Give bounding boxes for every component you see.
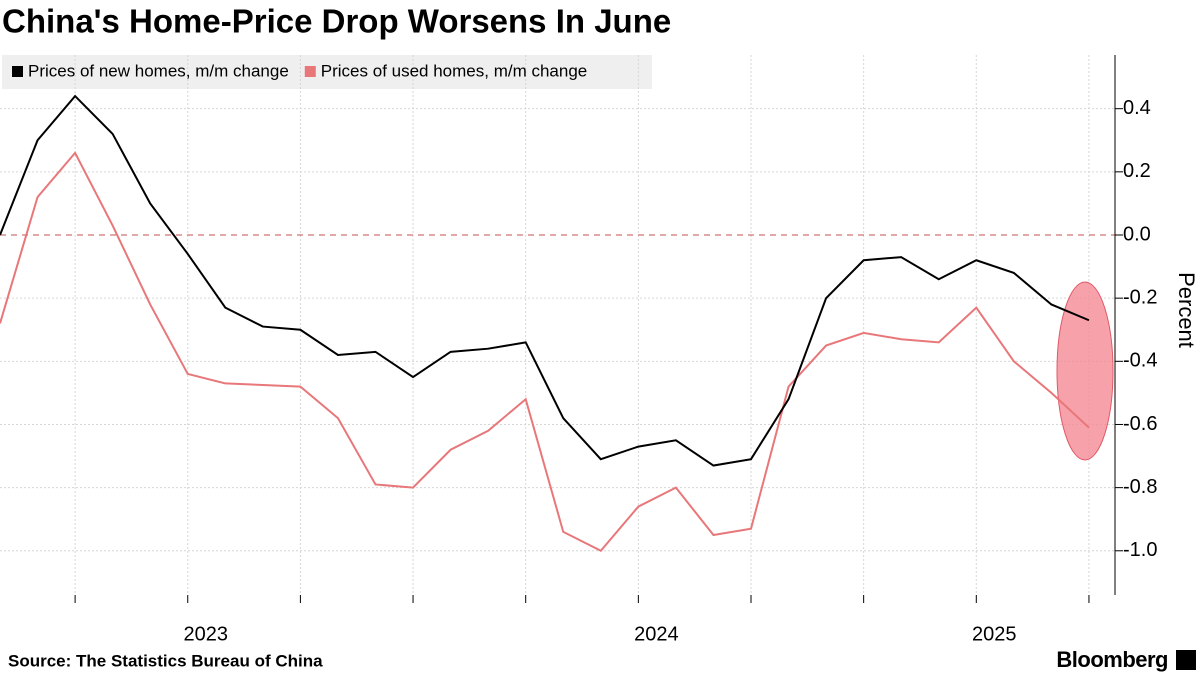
legend-swatch [304, 66, 316, 77]
y-tick-label: 0.4 [1123, 97, 1151, 119]
y-tick-label: -0.2 [1123, 286, 1157, 308]
series-line [0, 151, 1090, 553]
legend-label: Prices of used homes, m/m change [321, 61, 587, 80]
series-line [0, 94, 1090, 467]
legend-swatch [12, 66, 23, 77]
y-tick-label: -0.4 [1123, 350, 1157, 372]
highlight [1056, 281, 1114, 461]
legend-box [2, 55, 652, 89]
y-tick-label: 0.2 [1123, 160, 1151, 182]
x-tick-label: 2024 [634, 623, 679, 645]
y-tick-label: -1.0 [1123, 539, 1157, 561]
y-tick-label: 0.0 [1123, 223, 1151, 245]
brand: Bloomberg [1056, 647, 1168, 672]
legend-label: Prices of new homes, m/m change [28, 61, 289, 80]
x-tick-label: 2023 [184, 623, 229, 645]
brand-icon [1176, 650, 1196, 670]
chart-title: China's Home-Price Drop Worsens In June [2, 3, 671, 40]
y-tick-label: -0.8 [1123, 476, 1157, 498]
source: Source: The Statistics Bureau of China [8, 651, 323, 670]
x-tick-label: 2025 [972, 623, 1017, 645]
y-tick-label: -0.6 [1123, 413, 1157, 435]
y-axis-label: Percent [1174, 272, 1199, 348]
